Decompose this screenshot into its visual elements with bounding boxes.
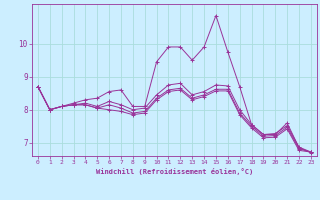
X-axis label: Windchill (Refroidissement éolien,°C): Windchill (Refroidissement éolien,°C) [96, 168, 253, 175]
